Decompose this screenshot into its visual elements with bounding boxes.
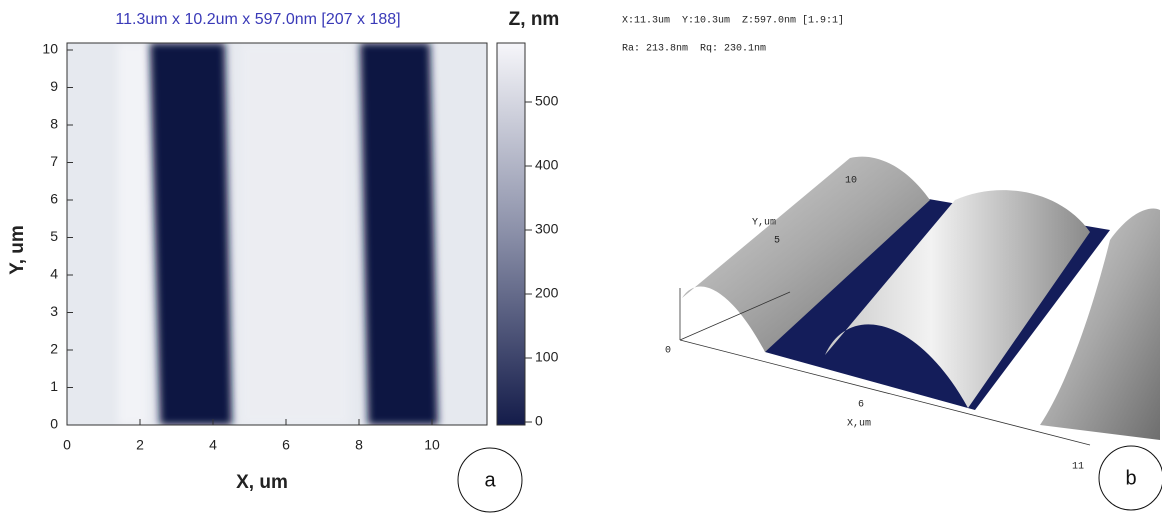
y-axis-label-3d: Y,um xyxy=(752,218,776,229)
colorbar-label: Z, nm xyxy=(509,9,560,30)
y-tick-label: 4 xyxy=(50,266,58,282)
colorbar-tick-label: 500 xyxy=(535,93,559,109)
surface-3d xyxy=(679,156,1160,455)
y-tick-label: 2 xyxy=(50,341,58,357)
y-tick-label: 5 xyxy=(50,228,58,244)
x-tick-label: 4 xyxy=(209,437,217,453)
y-tick-label: 9 xyxy=(50,78,58,94)
y-tick-label: 7 xyxy=(50,153,58,169)
info-line: Ra: 213.8nm Rq: 230.1nm xyxy=(622,44,766,55)
axis-number-3d: 10 xyxy=(845,176,857,187)
x-tick-label: 6 xyxy=(282,437,290,453)
x-tick-label: 8 xyxy=(355,437,363,453)
x-tick-label: 10 xyxy=(424,437,440,453)
y-tick-label: 3 xyxy=(50,303,58,319)
tag-circle xyxy=(457,447,523,513)
axis-number-3d: 0 xyxy=(665,346,671,357)
tag-circle xyxy=(1098,445,1162,511)
colorbar-tick-label: 300 xyxy=(535,221,559,237)
y-tick-label: 10 xyxy=(42,41,58,57)
axis-number-3d: 6 xyxy=(858,400,864,411)
y-tick-label: 8 xyxy=(50,116,58,132)
x-tick-label: 2 xyxy=(136,437,144,453)
x-axis-label: X, um xyxy=(236,472,288,493)
y-tick-label: 1 xyxy=(50,378,58,394)
y-tick-label: 0 xyxy=(50,416,58,432)
colorbar-tick-label: 400 xyxy=(535,157,559,173)
info-line: X:11.3um Y:10.3um Z:597.0nm [1.9:1] xyxy=(622,15,844,27)
colorbar xyxy=(496,42,526,426)
y-tick-label: 6 xyxy=(50,191,58,207)
height-map xyxy=(67,43,487,425)
colorbar-tick-label: 100 xyxy=(535,349,559,365)
axis-number-3d: 5 xyxy=(774,236,780,247)
colorbar-tick-label: 0 xyxy=(535,413,543,429)
panel-tag: a xyxy=(484,469,496,491)
colorbar-tick-label: 200 xyxy=(535,285,559,301)
image-title: 11.3um x 10.2um x 597.0nm [207 x 188] xyxy=(115,11,400,28)
x-tick-label: 0 xyxy=(63,437,71,453)
image-frame xyxy=(66,42,488,426)
x-axis-label-3d: X,um xyxy=(847,419,871,430)
y-axis-label: Y, um xyxy=(7,225,28,275)
axis-number-3d: 11 xyxy=(1072,462,1084,473)
panel-tag: b xyxy=(1125,467,1136,489)
